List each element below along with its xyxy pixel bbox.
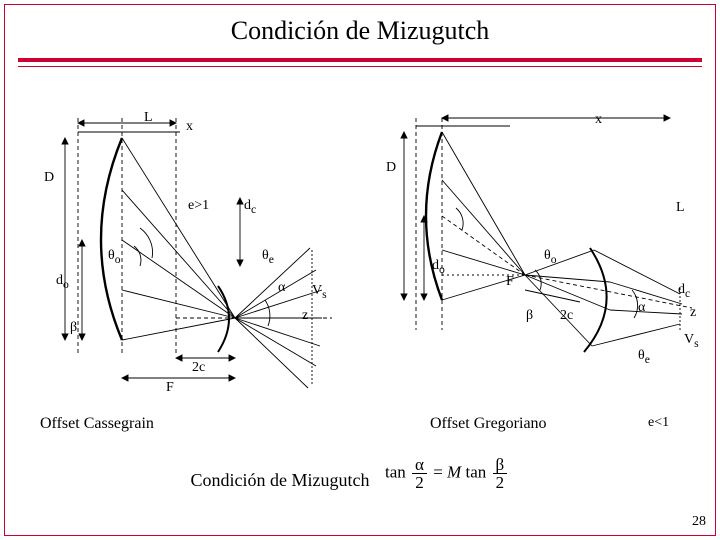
rg-z: z (690, 305, 696, 321)
lc-beta: β (70, 320, 77, 336)
lc-do: do (56, 273, 69, 291)
page-number: 28 (692, 514, 706, 530)
lc-e1: e>1 (188, 198, 209, 214)
lc-Vs: Vs (312, 283, 327, 301)
lc-L: L (144, 110, 153, 126)
rg-alpha: α (638, 300, 645, 316)
gregoriano-caption: Offset Gregoriano (430, 415, 547, 433)
rg-dc: dc (678, 282, 690, 300)
mizugutch-equation: tan α 2 = M tan β 2 (385, 456, 509, 491)
rg-do: do (432, 258, 445, 276)
rg-D: D (386, 160, 396, 176)
rg-theta-e: θe (638, 348, 650, 366)
rg-x: x (595, 112, 602, 128)
rg-e1: e<1 (648, 415, 669, 431)
rg-theta-o: θo (544, 248, 557, 266)
rg-beta: β (526, 308, 533, 324)
cassegrain-diagram (20, 90, 360, 410)
lc-F: F (166, 380, 174, 396)
lc-dc: dc (244, 198, 256, 216)
rg-Vs: Vs (684, 332, 699, 350)
lc-D: D (44, 170, 54, 186)
title-rule-thick (18, 58, 702, 62)
lc-x: x (186, 119, 193, 135)
lc-z: z (302, 308, 308, 324)
lc-theta-o: θo (108, 248, 121, 266)
rg-L: L (676, 200, 685, 216)
rg-F: F (506, 274, 514, 290)
footer-caption: Condición de Mizugutch (0, 470, 720, 491)
lc-alpha: α (278, 280, 285, 296)
page-title: Condición de Mizugutch (0, 16, 720, 46)
lc-theta-e: θe (262, 248, 274, 266)
cassegrain-caption: Offset Cassegrain (40, 415, 154, 433)
title-rule-thin (18, 66, 702, 67)
lc-2c: 2c (192, 360, 205, 376)
rg-2c: 2c (560, 308, 573, 324)
